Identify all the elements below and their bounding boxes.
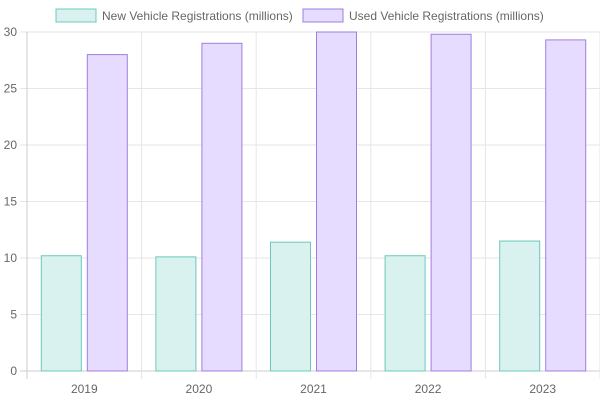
y-axis: 0 5 10 15 20 25 30 — [4, 25, 18, 378]
bars — [40, 31, 587, 372]
x-tick-label: 2019 — [71, 382, 98, 396]
bar-new-2019[interactable] — [40, 255, 82, 372]
y-tick-label: 25 — [4, 82, 18, 96]
y-tick-label: 0 — [10, 364, 17, 378]
bar-new-2023[interactable] — [499, 240, 541, 372]
bar-used-2021[interactable] — [316, 31, 357, 372]
x-tick-label: 2020 — [186, 382, 213, 396]
legend-swatch-used — [302, 8, 344, 23]
legend: New Vehicle Registrations (millions) Use… — [55, 8, 544, 23]
bar-new-2022[interactable] — [384, 255, 426, 372]
x-axis: 2019 2020 2021 2022 2023 — [71, 382, 556, 396]
legend-item-new[interactable]: New Vehicle Registrations (millions) — [55, 8, 293, 23]
legend-label-used: Used Vehicle Registrations (millions) — [349, 9, 544, 23]
legend-item-used[interactable]: Used Vehicle Registrations (millions) — [302, 8, 544, 23]
x-tick-label: 2022 — [415, 382, 442, 396]
bar-used-2022[interactable] — [430, 33, 472, 372]
y-tick-label: 5 — [10, 308, 17, 322]
x-tick-label: 2021 — [300, 382, 327, 396]
legend-label-new: New Vehicle Registrations (millions) — [102, 9, 293, 23]
bar-used-2019[interactable] — [86, 54, 128, 372]
y-tick-label: 30 — [4, 25, 18, 39]
x-tick-label: 2023 — [529, 382, 556, 396]
bar-used-2023[interactable] — [545, 39, 587, 372]
y-tick-label: 10 — [4, 251, 18, 265]
bar-new-2020[interactable] — [155, 256, 197, 372]
y-tick-label: 15 — [4, 195, 18, 209]
y-tick-label: 20 — [4, 138, 18, 152]
bar-new-2021[interactable] — [270, 241, 311, 372]
bar-used-2020[interactable] — [201, 42, 243, 372]
legend-swatch-new — [55, 8, 97, 23]
